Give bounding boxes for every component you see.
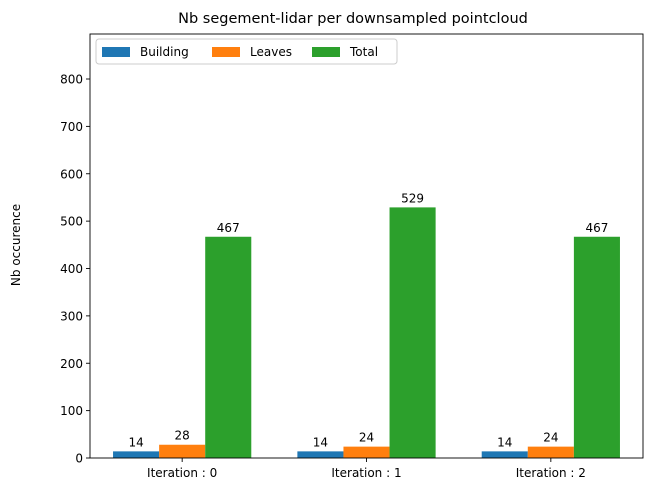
bar — [389, 207, 436, 458]
chart-title: Nb segement-lidar per downsampled pointc… — [178, 11, 528, 27]
data-label: 467 — [217, 221, 240, 235]
legend-swatch — [102, 47, 130, 57]
bar — [527, 446, 574, 458]
data-label: 14 — [497, 435, 512, 449]
data-label: 24 — [543, 431, 558, 445]
y-tick-label: 100 — [60, 404, 83, 418]
data-label: 28 — [175, 429, 190, 443]
bar — [343, 446, 390, 458]
y-tick-label: 200 — [60, 357, 83, 371]
y-tick-label: 600 — [60, 167, 83, 181]
y-tick-label: 0 — [75, 452, 83, 466]
y-tick-label: 800 — [60, 73, 83, 87]
bar — [205, 236, 252, 458]
data-label: 467 — [585, 221, 608, 235]
data-label: 24 — [359, 431, 374, 445]
data-label: 14 — [313, 435, 328, 449]
x-tick-label: Iteration : 1 — [331, 466, 401, 480]
data-label: 14 — [128, 435, 143, 449]
y-tick-label: 700 — [60, 120, 83, 134]
data-label: 529 — [401, 191, 424, 205]
x-tick-label: Iteration : 0 — [147, 466, 217, 480]
axes-frame — [89, 33, 644, 459]
x-tick-label: Iteration : 2 — [516, 466, 586, 480]
y-axis-label: Nb occurence — [9, 204, 23, 286]
legend-swatch — [312, 47, 340, 57]
bar — [113, 451, 160, 458]
bar — [159, 444, 206, 458]
y-tick-label: 400 — [60, 262, 83, 276]
bar — [573, 236, 620, 458]
y-tick-label: 300 — [60, 309, 83, 323]
legend-label: Total — [349, 45, 378, 59]
legend-label: Building — [140, 45, 189, 59]
bar — [297, 451, 344, 458]
legend-label: Leaves — [250, 45, 292, 59]
bar — [481, 451, 528, 458]
legend: Building Leaves Total — [95, 38, 398, 65]
legend-box — [95, 38, 398, 65]
plot-area: 14 14 14 28 24 24 467 529 467 0 100 200 300 400 500 600… — [60, 33, 644, 480]
legend-swatch — [212, 47, 240, 57]
y-tick-label: 500 — [60, 215, 83, 229]
